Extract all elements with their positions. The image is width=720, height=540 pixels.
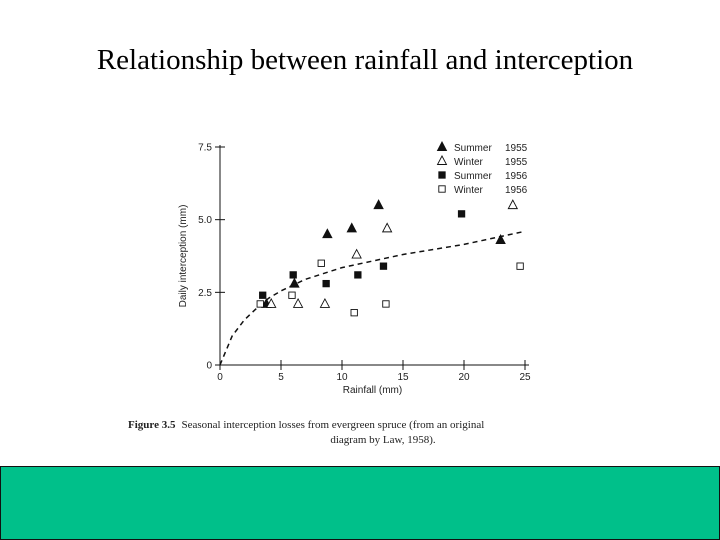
data-point-series-2 [351,248,362,259]
data-point-series-3 [379,262,388,270]
data-point-series-2 [319,297,331,308]
data-point-series-1 [346,222,358,233]
data-point-series-3 [289,271,297,279]
data-point-series-4 [350,309,358,317]
data-point-series-4 [288,291,296,299]
data-point-series-1 [373,199,384,210]
legend-marker-2 [436,155,448,165]
data-point-series-2 [265,297,277,308]
legend-year-2: 1955 [505,157,528,168]
trend-line-group [219,230,526,366]
figure-caption: Figure 3.5 Seasonal interception losses f… [128,418,598,448]
data-markers [256,199,524,317]
legend-marker-4 [438,185,446,193]
x-tick-label: 0 [217,372,223,383]
y-tick-label: 5.0 [198,215,212,226]
y-tick-label: 7.5 [198,143,212,154]
data-point-series-1 [289,277,300,288]
chart-axes: 0 2.5 5.0 7.5 0 5 10 15 20 25 Rainfall (mm) Daily i… [178,143,531,397]
legend-label-4: Winter [454,185,484,196]
caption-line-1: Seasonal interception losses from evergr… [181,419,485,431]
x-axis-label: Rainfall (mm) [343,385,402,396]
footer-band [0,466,720,540]
legend: Summer 1955 Winter 1955 Summer 1956 Winter 1956 [436,141,528,196]
data-point-series-1 [495,234,506,244]
x-tick-label: 5 [278,372,284,383]
data-point-series-3 [354,271,362,279]
x-tick-label: 20 [458,372,470,383]
y-axis-label: Daily interception (mm) [178,205,189,308]
data-point-series-4 [256,300,264,308]
y-tick-label: 0 [206,361,212,372]
slide-title: Relationship between rainfall and interc… [96,44,634,76]
x-tick-label: 10 [336,372,348,383]
legend-year-1: 1955 [505,143,528,154]
figure-label: Figure 3.5 [128,419,176,431]
data-point-series-3 [457,210,466,218]
legend-label-2: Winter [454,157,484,168]
data-point-series-3 [259,291,267,299]
data-point-series-4 [382,300,390,308]
data-point-series-3 [322,279,330,288]
data-point-series-2 [292,297,304,308]
data-point-series-4 [516,262,524,270]
legend-marker-3 [438,171,446,179]
legend-marker-1 [436,141,448,151]
y-tick-label: 2.5 [198,288,212,299]
trend-line [219,230,526,366]
caption-line-2: diagram by Law, 1958). [330,434,436,446]
x-tick-label: 25 [519,372,531,383]
data-point-series-2 [381,222,393,233]
data-point-series-2 [507,199,519,210]
legend-label-1: Summer [454,143,492,154]
data-point-series-1 [322,228,333,239]
data-point-series-4 [317,259,325,267]
legend-year-4: 1956 [505,185,528,196]
legend-year-3: 1956 [505,171,528,182]
x-tick-label: 15 [397,372,409,383]
legend-label-3: Summer [454,171,492,182]
